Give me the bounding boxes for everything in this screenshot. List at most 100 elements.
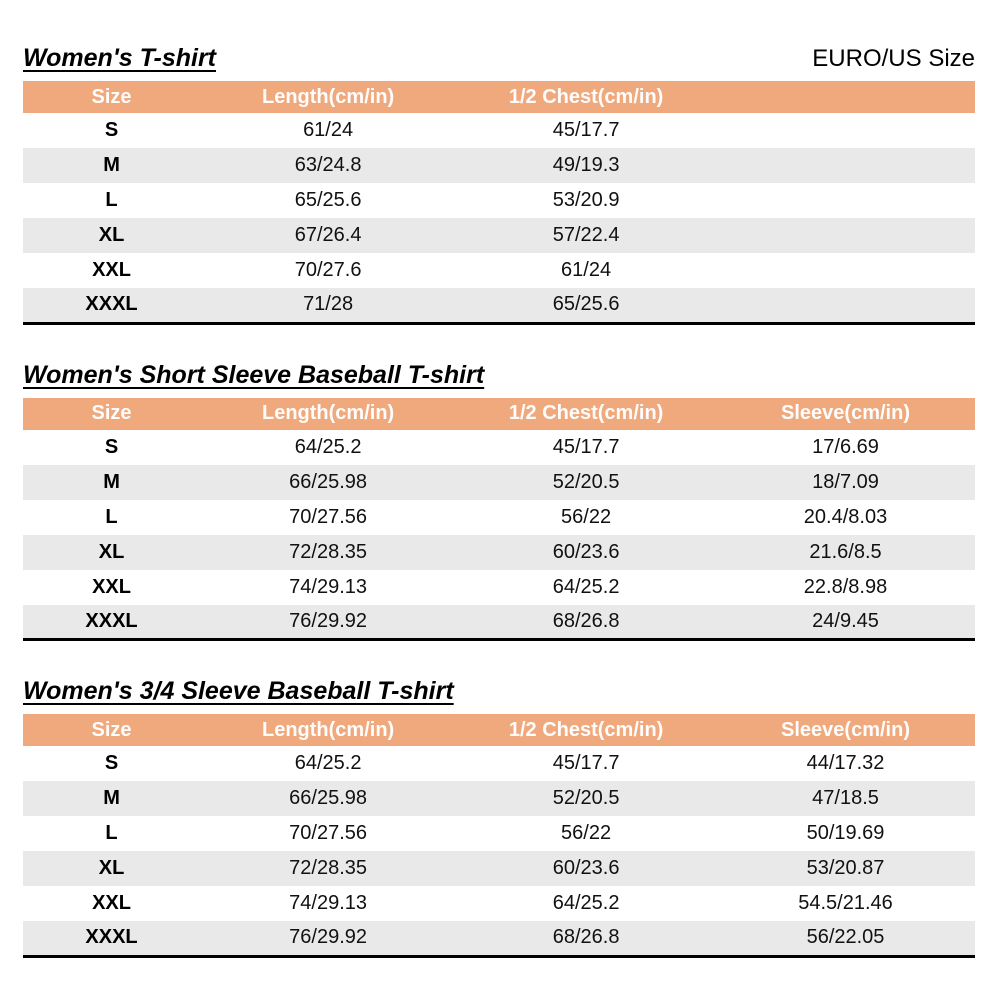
size-chart-short-sleeve-baseball: Women's Short Sleeve Baseball T-shirt Si… (23, 361, 975, 641)
sleeve-cell: 56/22.05 (716, 921, 975, 956)
empty-cell (716, 288, 975, 323)
length-cell: 65/25.6 (294, 189, 362, 211)
chest-cell: 45/17.7 (552, 435, 620, 458)
chest-cell: 64/25.2 (552, 575, 620, 598)
column-header-chest: 1/2 Chest(cm/in) (456, 81, 717, 113)
size-standard-label: EURO/US Size (812, 45, 975, 72)
size-chart-page: Women's T-shirt EURO/US Size Size Length… (23, 44, 975, 958)
length-cell: 70/27.56 (289, 822, 368, 844)
column-header-sleeve: Sleeve(cm/in) (716, 397, 975, 430)
size-cell: XXL (92, 259, 131, 281)
column-header-empty (716, 81, 975, 113)
length-cell: 70/27.56 (289, 505, 368, 528)
chest-cell: 60/23.6 (456, 851, 717, 886)
length-cell: 67/26.4 (200, 218, 457, 253)
size-table: Size Length(cm/in) 1/2 Chest(cm/in) S 61… (23, 81, 975, 325)
header-row: Size Length(cm/in) 1/2 Chest(cm/in) Slee… (23, 714, 975, 746)
sleeve-cell: 21.6/8.5 (716, 534, 975, 570)
table-row: XXXL 71/28 65/25.6 (23, 288, 975, 323)
table-row: XXXL 76/29.92 68/26.8 56/22.05 (23, 921, 975, 956)
table-row: XL 72/28.35 60/23.6 53/20.87 (23, 851, 975, 886)
length-cell: 72/28.35 (200, 851, 457, 886)
header-row: Size Length(cm/in) 1/2 Chest(cm/in) Slee… (23, 397, 975, 430)
size-chart-three-quarter-sleeve-baseball: Women's 3/4 Sleeve Baseball T-shirt Size… (23, 677, 975, 958)
empty-cell (716, 218, 975, 253)
empty-cell (716, 148, 975, 183)
length-cell: 61/24 (303, 119, 354, 141)
table-row: XXL 74/29.13 64/25.2 54.5/21.46 (23, 886, 975, 921)
title-row: Women's 3/4 Sleeve Baseball T-shirt (23, 677, 975, 706)
size-cell: M (23, 781, 201, 816)
sleeve-cell: 54.5/21.46 (798, 892, 893, 914)
header-row: Size Length(cm/in) 1/2 Chest(cm/in) (23, 81, 975, 113)
sleeve-cell: 50/19.69 (806, 822, 885, 844)
table-row: XL 72/28.35 60/23.6 21.6/8.5 (23, 534, 975, 570)
size-cell: XL (23, 851, 201, 886)
length-cell: 76/29.92 (200, 604, 457, 640)
length-cell: 64/25.2 (294, 752, 362, 774)
chest-cell: 52/20.5 (456, 464, 717, 500)
chest-cell: 57/22.4 (456, 218, 717, 253)
size-cell: XXL (92, 575, 131, 598)
column-header-size: Size (23, 397, 201, 430)
length-cell: 71/28 (200, 288, 457, 323)
table-row: L 65/25.6 53/20.9 (23, 183, 975, 218)
size-chart-womens-tshirt: Women's T-shirt EURO/US Size Size Length… (23, 44, 975, 325)
chest-cell: 65/25.6 (456, 288, 717, 323)
table-row: L 70/27.56 56/22 20.4/8.03 (23, 500, 975, 535)
length-cell: 66/25.98 (200, 781, 457, 816)
chest-cell: 45/17.7 (552, 752, 620, 774)
sleeve-cell: 20.4/8.03 (803, 505, 888, 528)
column-header-length: Length(cm/in) (200, 81, 457, 113)
sleeve-cell: 22.8/8.98 (803, 575, 888, 598)
chest-cell: 56/22 (561, 505, 612, 528)
size-cell: XXL (92, 892, 131, 914)
size-cell: M (23, 464, 201, 500)
empty-cell (716, 183, 975, 218)
sleeve-cell: 47/18.5 (716, 781, 975, 816)
chest-cell: 49/19.3 (456, 148, 717, 183)
column-header-length: Length(cm/in) (200, 714, 457, 746)
length-cell: 76/29.92 (200, 921, 457, 956)
chest-cell: 45/17.7 (552, 119, 620, 141)
length-cell: 63/24.8 (200, 148, 457, 183)
table-row: M 66/25.98 52/20.5 47/18.5 (23, 781, 975, 816)
column-header-chest: 1/2 Chest(cm/in) (456, 397, 717, 430)
table-row: M 66/25.98 52/20.5 18/7.09 (23, 464, 975, 500)
chest-cell: 60/23.6 (456, 534, 717, 570)
table-title: Women's T-shirt (23, 44, 217, 72)
column-header-length: Length(cm/in) (200, 397, 457, 430)
chest-cell: 61/24 (561, 259, 612, 281)
title-row: Women's T-shirt EURO/US Size (23, 44, 975, 73)
sleeve-cell: 17/6.69 (812, 435, 879, 458)
table-row: M 63/24.8 49/19.3 (23, 148, 975, 183)
empty-cell (716, 253, 975, 288)
size-cell: L (105, 822, 118, 844)
size-cell: XXXL (23, 921, 201, 956)
table-row: XXXL 76/29.92 68/26.8 24/9.45 (23, 604, 975, 640)
column-header-chest: 1/2 Chest(cm/in) (456, 714, 717, 746)
length-cell: 72/28.35 (200, 534, 457, 570)
sleeve-cell: 53/20.87 (716, 851, 975, 886)
size-cell: S (104, 435, 119, 458)
size-cell: S (104, 752, 119, 774)
column-header-size: Size (23, 714, 201, 746)
size-cell: XL (23, 218, 201, 253)
table-title: Women's 3/4 Sleeve Baseball T-shirt (23, 677, 454, 705)
length-cell: 70/27.6 (294, 259, 362, 281)
chest-cell: 64/25.2 (552, 892, 620, 914)
chest-cell: 53/20.9 (552, 189, 620, 211)
size-cell: M (23, 148, 201, 183)
chest-cell: 52/20.5 (456, 781, 717, 816)
size-cell: L (105, 505, 118, 528)
table-row: XXL 70/27.6 61/24 (23, 253, 975, 288)
table-row: S 61/24 45/17.7 (23, 113, 975, 148)
empty-cell (716, 113, 975, 148)
title-row: Women's Short Sleeve Baseball T-shirt (23, 361, 975, 390)
column-header-sleeve: Sleeve(cm/in) (716, 714, 975, 746)
size-table: Size Length(cm/in) 1/2 Chest(cm/in) Slee… (23, 714, 975, 958)
size-cell: XXXL (23, 604, 201, 640)
length-cell: 66/25.98 (200, 464, 457, 500)
length-cell: 74/29.13 (289, 892, 368, 914)
size-cell: L (105, 189, 118, 211)
